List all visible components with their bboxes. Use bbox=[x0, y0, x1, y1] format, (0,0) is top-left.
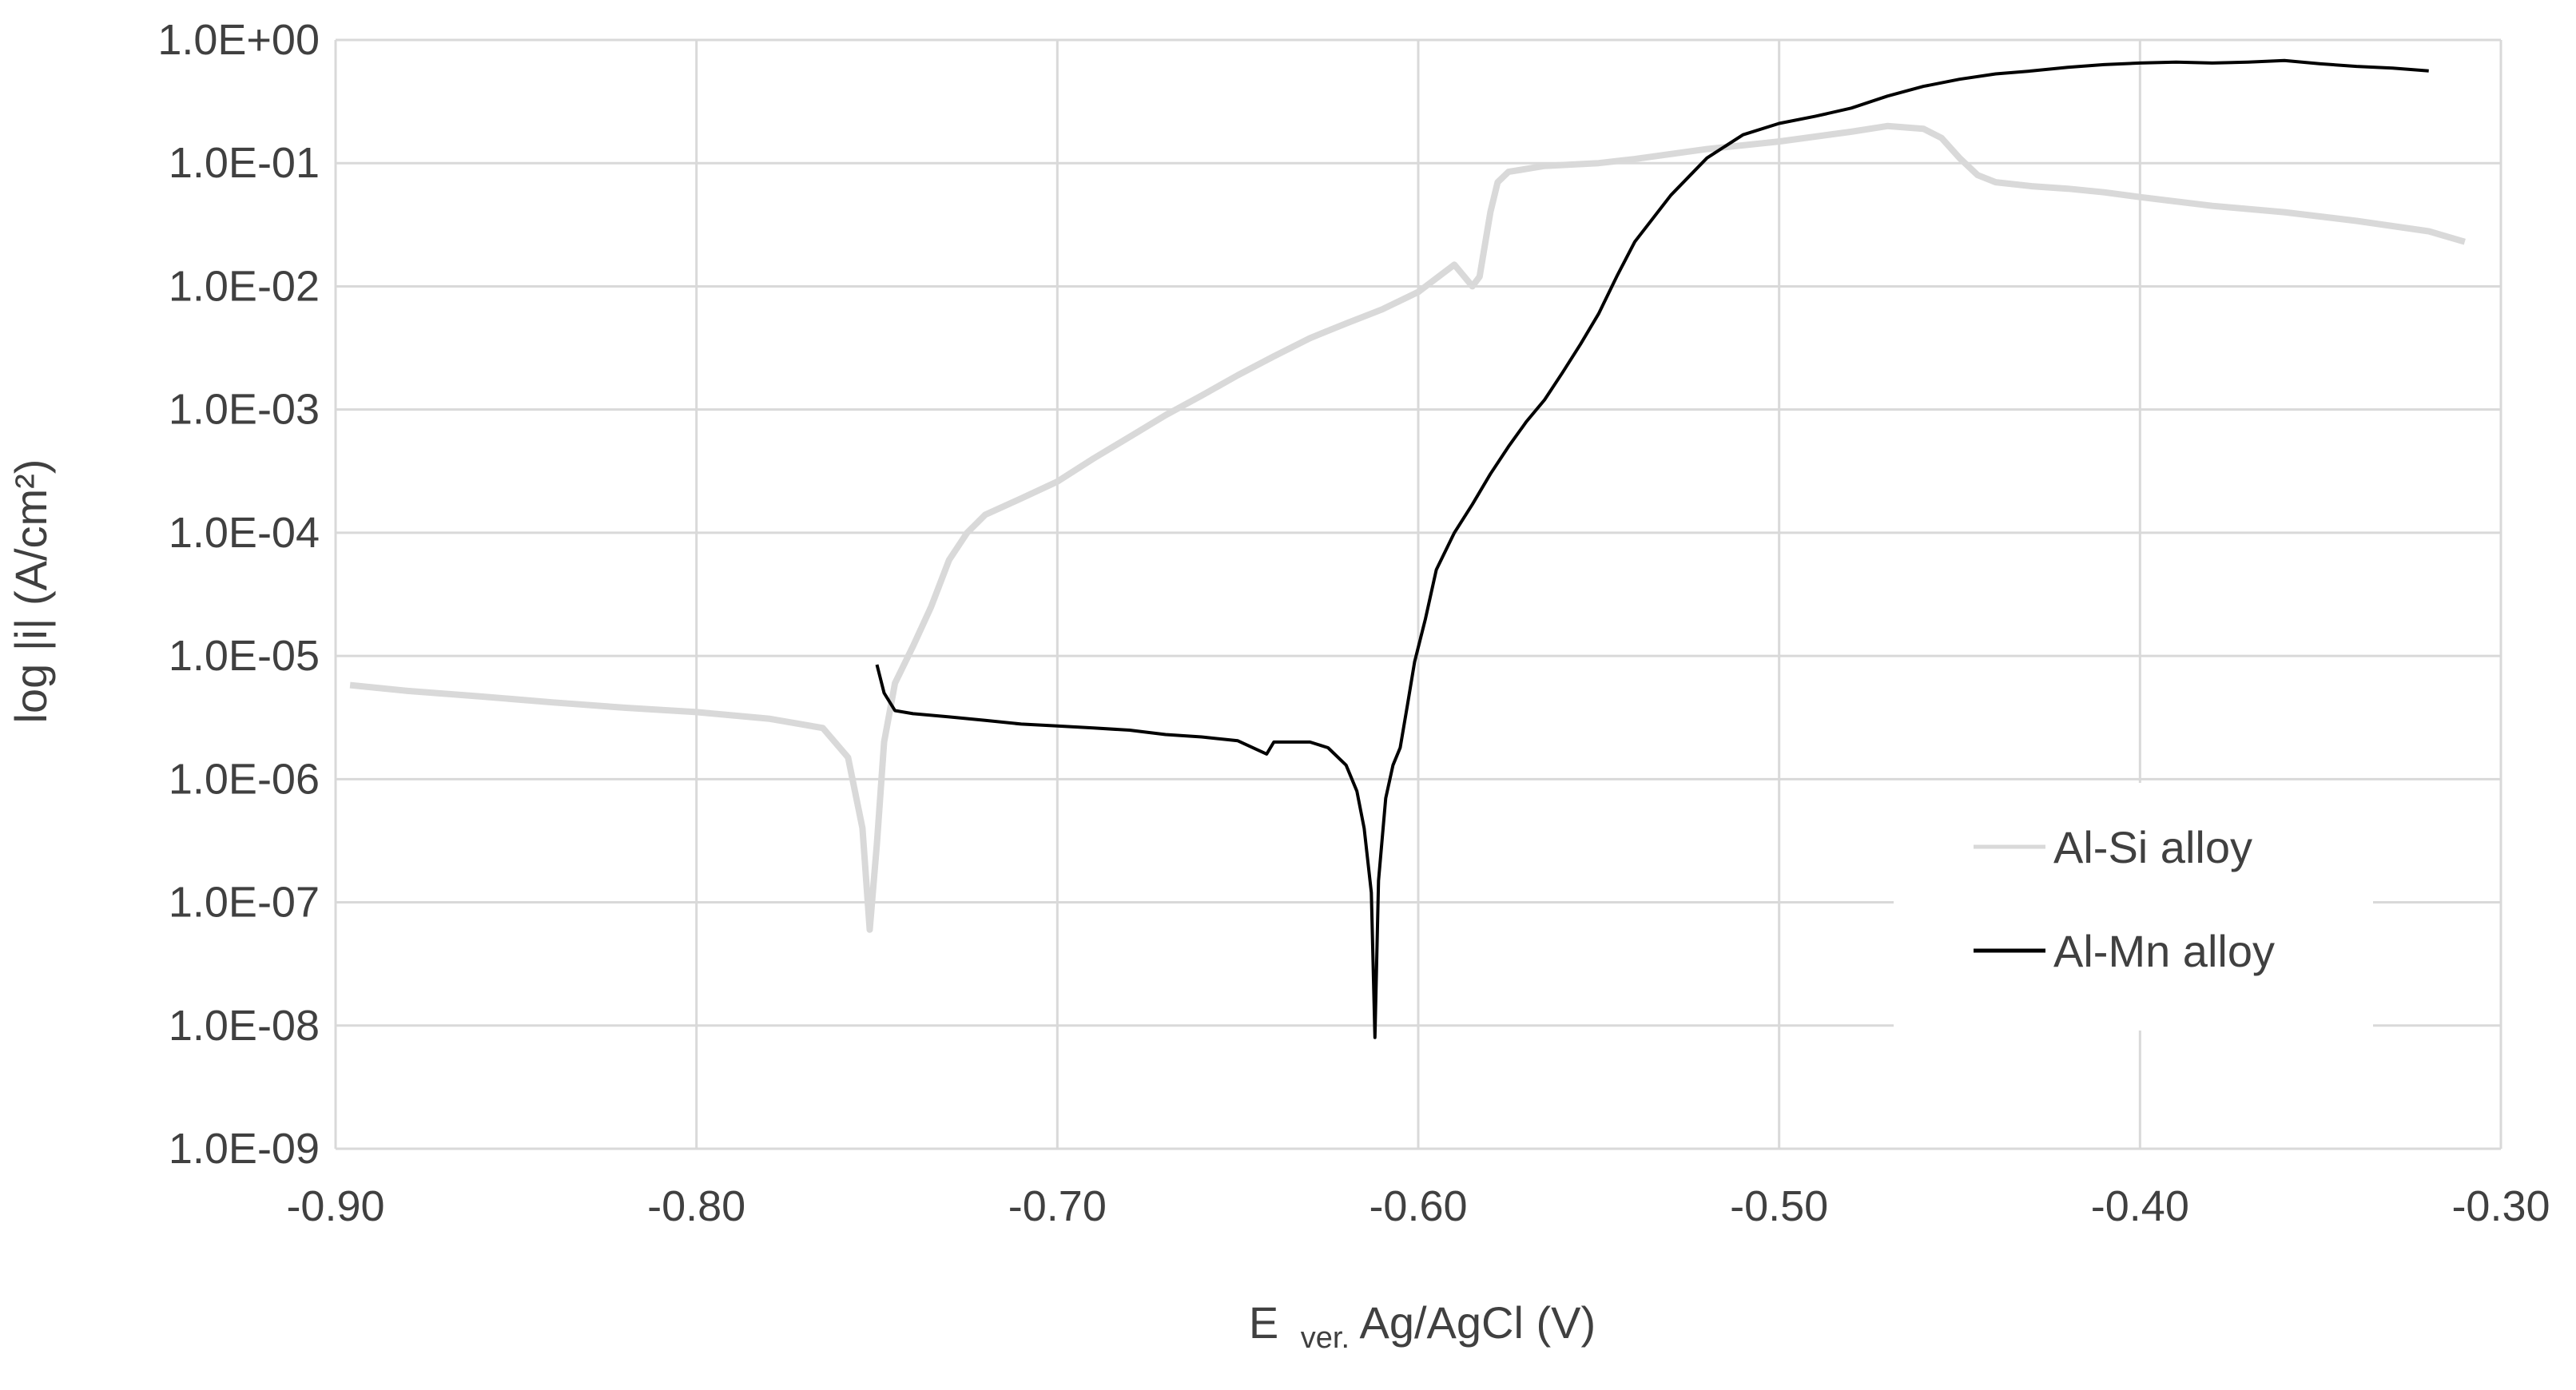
legend-label-al-mn: Al-Mn alloy bbox=[2053, 926, 2275, 976]
x-tick-label: -0.80 bbox=[647, 1182, 745, 1230]
legend-background bbox=[1894, 783, 2373, 1031]
y-tick-label: 1.0E-02 bbox=[169, 262, 320, 310]
x-axis-label-rest: Ag/AgCl (V) bbox=[1360, 1297, 1596, 1348]
x-tick-label: -0.50 bbox=[1730, 1182, 1828, 1230]
y-tick-label: 1.0E-04 bbox=[169, 509, 320, 557]
series-line-al-si bbox=[349, 122, 2466, 933]
x-tick-label: -0.90 bbox=[286, 1182, 384, 1230]
grid bbox=[334, 38, 2502, 1150]
y-tick-label: 1.0E+00 bbox=[157, 16, 320, 64]
y-tick-label: 1.0E-06 bbox=[169, 755, 320, 803]
y-tick-label: 1.0E-03 bbox=[169, 386, 320, 434]
x-tick-label: -0.30 bbox=[2451, 1182, 2550, 1230]
y-tick-label: 1.0E-08 bbox=[169, 1002, 320, 1050]
x-tick-label: -0.70 bbox=[1008, 1182, 1107, 1230]
x-axis-label-sub: ver. bbox=[1301, 1321, 1350, 1355]
legend: Al-Si alloy Al-Mn alloy bbox=[1894, 783, 2373, 1031]
y-axis-label: log |i| (A/cm²) bbox=[6, 459, 56, 724]
y-tick-label: 1.0E-01 bbox=[169, 139, 320, 187]
series-lines bbox=[349, 58, 2466, 1039]
series-line-al-mn bbox=[875, 58, 2429, 1039]
y-tick-labels: 1.0E-09 1.0E-08 1.0E-07 1.0E-06 1.0E-05 1.0E-… bbox=[157, 16, 320, 1173]
legend-label-al-si: Al-Si alloy bbox=[2053, 822, 2252, 872]
x-tick-label: -0.40 bbox=[2091, 1182, 2189, 1230]
y-tick-label: 1.0E-07 bbox=[169, 879, 320, 927]
y-tick-label: 1.0E-09 bbox=[169, 1125, 320, 1173]
x-axis-label: E ver. Ag/AgCl (V) bbox=[1249, 1297, 1596, 1357]
x-tick-label: -0.60 bbox=[1369, 1182, 1467, 1230]
x-tick-labels: -0.90 -0.80 -0.70 -0.60 -0.50 -0.40 -0.30 bbox=[286, 1182, 2550, 1230]
y-tick-label: 1.0E-05 bbox=[169, 632, 320, 680]
x-axis-label-main: E bbox=[1249, 1297, 1278, 1348]
